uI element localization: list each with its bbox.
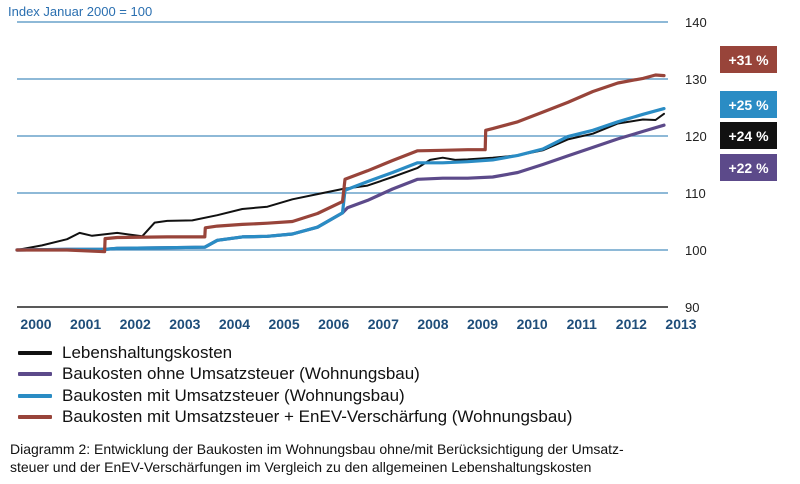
badge-background: [720, 46, 777, 73]
badge-label: +24 %: [728, 128, 769, 144]
x-tick-label: 2013: [665, 316, 696, 332]
x-tick-label: 2001: [70, 316, 101, 332]
legend-swatch: [18, 415, 52, 420]
legend-label: Lebenshaltungskosten: [62, 342, 233, 362]
legend-item-baukosten-ohne-ust: Baukosten ohne Umsatzsteuer (Wohnungsbau…: [18, 364, 572, 386]
legend-swatch: [18, 393, 52, 398]
caption-line-1: Diagramm 2: Entwicklung der Baukosten im…: [10, 441, 624, 457]
badge-label: +22 %: [728, 160, 769, 176]
series-lines: [15, 73, 666, 254]
figure-caption: Diagramm 2: Entwicklung der Baukosten im…: [10, 440, 790, 476]
y-tick-label: 110: [685, 186, 706, 201]
grid: [17, 21, 668, 251]
badge-label: +31 %: [728, 52, 769, 68]
y-tick-label: 90: [685, 300, 699, 315]
x-tick-label: 2000: [20, 316, 51, 332]
badge-background: [720, 154, 777, 181]
y-tick-label: 120: [685, 129, 707, 144]
x-tick-label: 2005: [268, 316, 299, 332]
end-value-badge: +25 %: [720, 91, 777, 118]
end-value-badges: +31 % +25 % +24 % +22 %: [720, 46, 777, 181]
x-tick-label: 2002: [120, 316, 151, 332]
x-tick-label: 2008: [417, 316, 448, 332]
y-tick-labels: 90 100 110 120 130 140: [685, 15, 707, 315]
badge-label: +25 %: [728, 97, 769, 113]
series-line: [15, 107, 666, 252]
legend-swatch: [18, 350, 52, 355]
chart: Index Januar 2000 = 100 90 100 110 120 130 14…: [8, 4, 777, 332]
x-tick-label: 2006: [318, 316, 349, 332]
x-tick-label: 2004: [219, 316, 250, 332]
series-line: [15, 123, 666, 252]
legend-item-baukosten-mit-ust: Baukosten mit Umsatzsteuer (Wohnungsbau): [18, 385, 572, 407]
x-tick-label: 2007: [368, 316, 399, 332]
chart-subtitle: Index Januar 2000 = 100: [8, 4, 152, 19]
x-tick-label: 2009: [467, 316, 498, 332]
x-tick-labels: 2000 2001 2002 2003 2004 2005 2006 2007 2008 2009…: [20, 316, 696, 332]
badge-background: [720, 122, 777, 149]
legend-label: Baukosten mit Umsatzsteuer + EnEV-Versch…: [62, 407, 573, 427]
y-tick-label: 100: [685, 243, 707, 258]
y-tick-label: 140: [685, 15, 707, 30]
series-line: [15, 73, 666, 254]
x-tick-label: 2003: [169, 316, 200, 332]
end-value-badge: +22 %: [720, 154, 777, 181]
legend-item-baukosten-enev: Baukosten mit Umsatzsteuer + EnEV-Versch…: [18, 407, 572, 429]
legend: Lebenshaltungskosten Baukosten ohne Umsa…: [18, 342, 572, 428]
legend-swatch: [18, 372, 52, 377]
legend-item-lebenshaltungskosten: Lebenshaltungskosten: [18, 342, 572, 364]
caption-line-2: steuer und der EnEV-Verschärfungen im Ve…: [10, 459, 592, 475]
badge-background: [720, 91, 777, 118]
x-tick-label: 2011: [567, 316, 598, 332]
end-value-badge: +31 %: [720, 46, 777, 73]
series-line: [16, 112, 665, 251]
legend-label: Baukosten mit Umsatzsteuer (Wohnungsbau): [62, 385, 405, 405]
end-value-badge: +24 %: [720, 122, 777, 149]
legend-label: Baukosten ohne Umsatzsteuer (Wohnungsbau…: [62, 364, 420, 384]
x-tick-label: 2010: [517, 316, 548, 332]
y-tick-label: 130: [685, 72, 707, 87]
x-tick-label: 2012: [616, 316, 647, 332]
